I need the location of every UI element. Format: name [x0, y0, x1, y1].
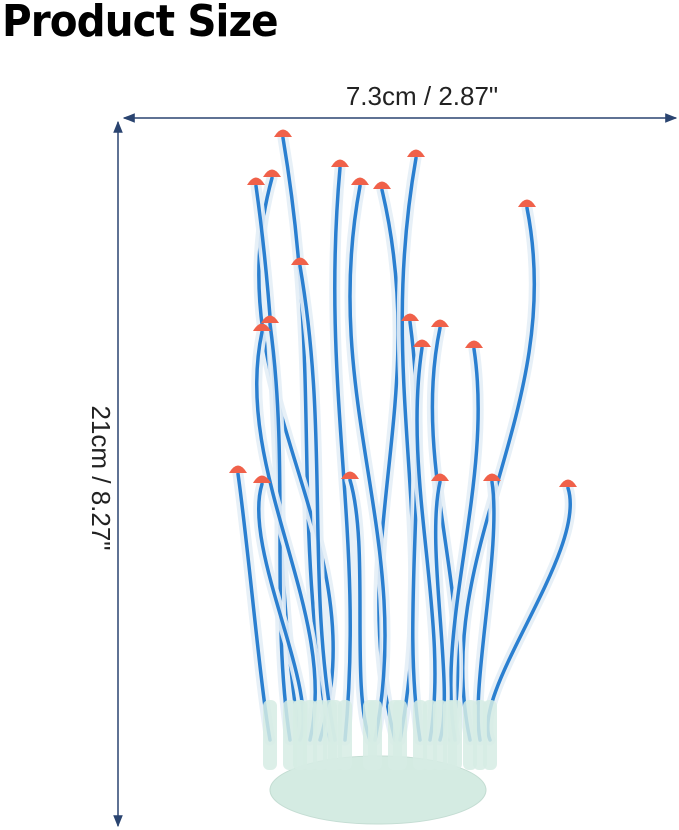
tentacle-tip [401, 313, 419, 321]
tentacle-core [415, 346, 437, 742]
tentacle-tip [559, 479, 577, 487]
tentacle-tip [263, 169, 281, 177]
foot [448, 700, 462, 770]
foot [433, 700, 447, 770]
tentacle-tip [431, 473, 449, 481]
tentacle-tip [407, 149, 425, 157]
width-label: 7.3cm / 2.87" [346, 81, 498, 111]
tentacle-tip [341, 471, 359, 479]
tentacle-tip [291, 257, 309, 265]
tentacle-tip [373, 181, 391, 189]
foot [328, 700, 342, 770]
foot [368, 700, 382, 770]
foot [263, 700, 277, 770]
tentacle-core [449, 347, 480, 742]
tentacle-core [257, 176, 335, 742]
tentacle-tip [274, 129, 292, 137]
tentacle-tip [261, 315, 279, 323]
tentacle-tip [465, 340, 483, 348]
tentacle-core [348, 184, 387, 742]
tentacle-core [254, 330, 318, 742]
tentacles [229, 129, 577, 746]
tentacle-tip [247, 177, 265, 185]
tentacle-tip [253, 323, 271, 331]
tentacle-tip [253, 475, 271, 483]
tentacle-tip [229, 465, 247, 473]
tentacle-tip [351, 177, 369, 185]
tentacle-core [298, 264, 337, 742]
foot [293, 700, 307, 770]
tentacle-tip [331, 159, 349, 167]
tentacle-tip [431, 319, 449, 327]
tentacle-tip [518, 199, 536, 207]
product-image [229, 129, 577, 825]
height-label: 21cm / 8.27" [86, 405, 116, 550]
tentacle [482, 482, 576, 746]
foot [393, 700, 407, 770]
foot [483, 700, 497, 770]
title: Product Size [2, 0, 279, 47]
tentacle-tip [413, 339, 431, 347]
tentacle-core [333, 166, 352, 742]
tentacle-core [430, 326, 460, 742]
tentacle-tip [483, 473, 501, 481]
